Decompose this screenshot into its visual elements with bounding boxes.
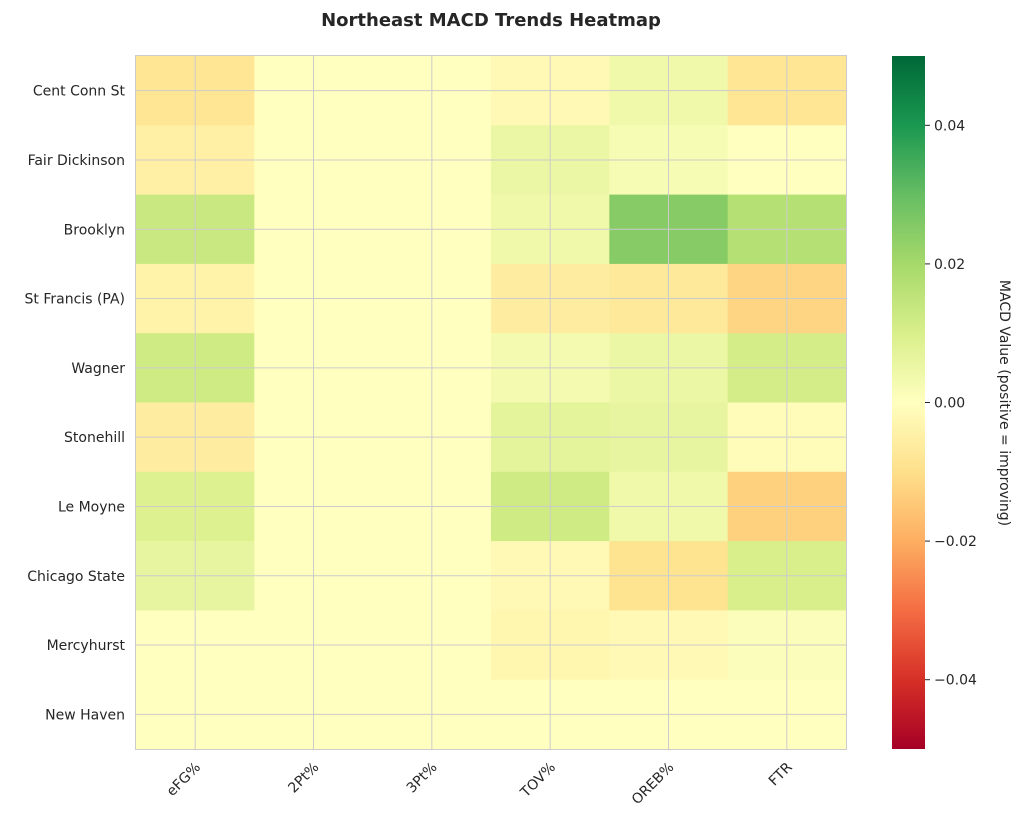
row-tick-label: Mercyhurst bbox=[47, 638, 126, 654]
row-tick-label: Le Moyne bbox=[58, 499, 125, 515]
chart-title: Northeast MACD Trends Heatmap bbox=[321, 10, 661, 31]
colorbar-tick-label: 0.04 bbox=[934, 118, 965, 134]
row-tick-label: Chicago State bbox=[27, 569, 125, 585]
colorbar-tick-label: −0.02 bbox=[934, 534, 977, 550]
gridlines bbox=[136, 56, 846, 749]
column-tick-label: eFG% bbox=[164, 760, 204, 800]
row-tick-label: New Haven bbox=[45, 707, 125, 723]
column-tick-label: 2Pt% bbox=[285, 760, 322, 797]
column-tick-label: FTR bbox=[766, 759, 796, 789]
column-tick-label: OREB% bbox=[629, 760, 677, 808]
colorbar-tick-label: 0.02 bbox=[934, 257, 965, 273]
colorbar bbox=[892, 56, 925, 749]
row-labels: Cent Conn St Fair Dickinson Brooklyn St Fra… bbox=[25, 84, 126, 724]
row-tick-label: Fair Dickinson bbox=[28, 153, 125, 169]
colorbar-tick-label: −0.04 bbox=[934, 673, 977, 689]
row-tick-label: Brooklyn bbox=[64, 222, 125, 238]
row-tick-label: St Francis (PA) bbox=[25, 292, 125, 308]
plot-frame bbox=[135, 55, 847, 750]
row-tick-label: Stonehill bbox=[64, 430, 125, 446]
row-tick-label: Cent Conn St bbox=[33, 84, 126, 100]
column-labels: eFG% 2Pt% 3Pt% TOV% OREB% FTR bbox=[164, 759, 796, 808]
row-tick-label: Wagner bbox=[71, 361, 125, 377]
colorbar-tick-label: 0.00 bbox=[934, 396, 965, 412]
column-tick-label: TOV% bbox=[517, 760, 559, 802]
colorbar-label: MACD Value (positive = improving) bbox=[996, 280, 1012, 526]
colorbar-ticks: 0.04 0.02 0.00 −0.02 −0.04 bbox=[925, 118, 977, 689]
column-tick-label: 3Pt% bbox=[404, 760, 441, 797]
